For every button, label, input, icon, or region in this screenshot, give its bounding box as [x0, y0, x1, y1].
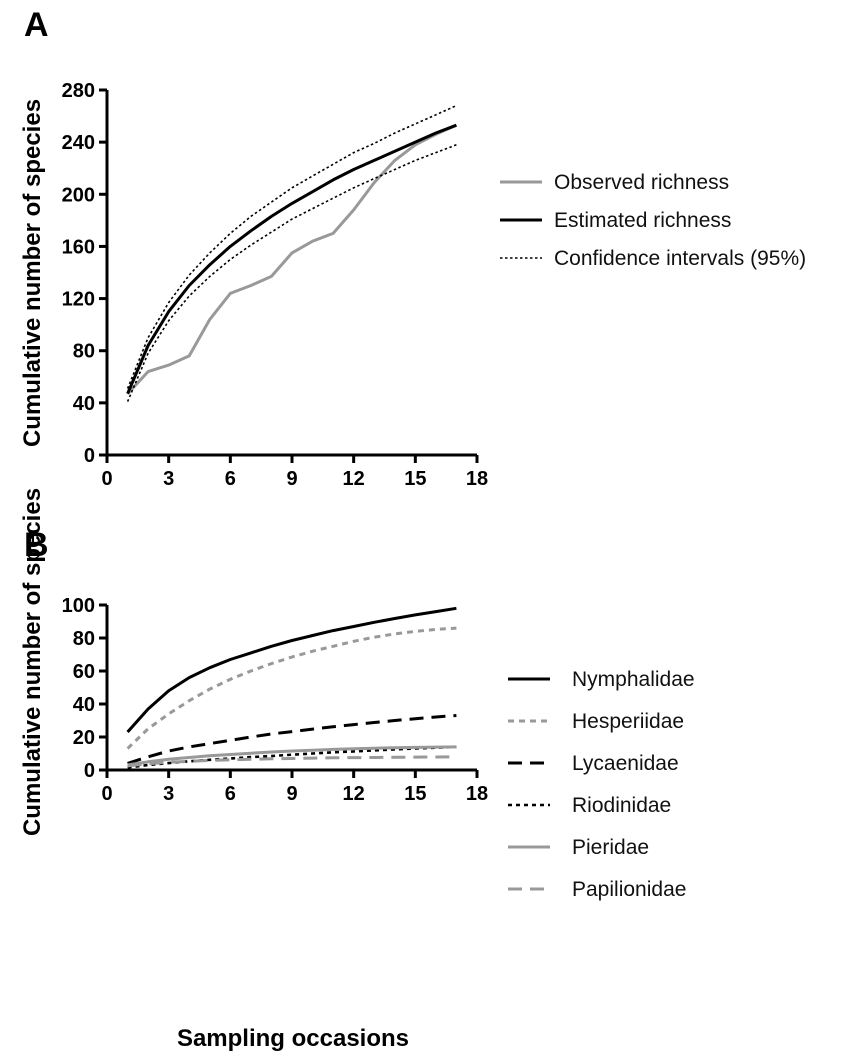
panel-b-legend: Nymphalidae Hesperiidae Lycaenidae Riodinid…	[508, 668, 695, 901]
legend-label: Lycaenidae	[572, 752, 679, 775]
series-line-confidence-intervals-95	[126, 104, 457, 389]
series-line-nymphalidae	[126, 606, 457, 733]
legend-label: Observed richness	[554, 171, 729, 194]
series-line-hesperiidae	[126, 626, 457, 750]
x-tick-label: 15	[404, 783, 426, 805]
y-tick-label: 280	[62, 80, 95, 102]
panel-a-series	[126, 104, 458, 402]
panel-b-y-axis-title: Cumulative number of species	[19, 488, 46, 836]
y-tick-label: 200	[62, 184, 95, 206]
y-tick-label: 100	[62, 595, 95, 617]
y-tick-label: 120	[62, 289, 95, 311]
legend-label: Pieridae	[572, 836, 649, 859]
x-tick-label: 12	[343, 783, 365, 805]
x-tick-label: 9	[286, 783, 297, 805]
x-tick-label: 3	[163, 468, 174, 490]
legend-label: Estimated richness	[554, 209, 731, 232]
x-tick-label: 18	[466, 468, 488, 490]
legend-label: Confidence intervals (95%)	[554, 247, 806, 270]
panel-a-legend: Observed richness Estimated richness Confi…	[500, 171, 806, 270]
series-line-estimated-richness	[126, 123, 457, 395]
y-tick-label: 80	[73, 628, 95, 650]
x-tick-label: 0	[101, 783, 112, 805]
legend-label: Hesperiidae	[572, 710, 684, 733]
panel-a-axes: 0 40 80 120 160 200 240 280 0 3 6 9 12 15 18	[62, 80, 489, 490]
x-tick-label: 3	[163, 783, 174, 805]
panel-a-letter: A	[24, 6, 49, 44]
panel-b-letter: B	[24, 526, 49, 564]
x-tick-label: 6	[225, 783, 236, 805]
y-tick-label: 40	[73, 694, 95, 716]
series-line-lower-confidence-bound	[126, 144, 457, 402]
y-tick-label: 80	[73, 341, 95, 363]
y-tick-label: 240	[62, 132, 95, 154]
series-line-observed-richness	[126, 123, 458, 395]
legend-label: Papilionidae	[572, 878, 686, 901]
series-line-pieridae	[127, 745, 457, 767]
y-tick-label: 20	[73, 727, 95, 749]
panel-a-y-axis-title: Cumulative number of species	[19, 99, 46, 447]
panel-b: B Cumulative number of species Sampling …	[19, 488, 695, 1052]
y-tick-label: 0	[84, 760, 95, 782]
x-tick-label: 9	[286, 468, 297, 490]
series-line-lycaenidae	[127, 714, 457, 765]
y-tick-label: 160	[62, 236, 95, 258]
legend-label: Riodinidae	[572, 794, 671, 817]
x-tick-label: 18	[466, 783, 488, 805]
x-tick-label: 0	[101, 468, 112, 490]
y-tick-label: 0	[84, 445, 95, 467]
panel-b-series	[126, 606, 457, 769]
y-tick-label: 60	[73, 661, 95, 683]
legend-label: Nymphalidae	[572, 668, 695, 691]
x-tick-label: 12	[343, 468, 365, 490]
x-tick-label: 15	[404, 468, 426, 490]
panel-a: A Cumulative number of species 040801201…	[19, 6, 806, 490]
panel-b-x-axis-title: Sampling occasions	[177, 1025, 409, 1052]
x-tick-label: 6	[225, 468, 236, 490]
series-line-papilionidae	[127, 755, 457, 768]
panel-b-axes: 0 20 40 60 80 100 0 3 6 9 12 15 18	[62, 595, 489, 805]
y-tick-label: 40	[73, 393, 95, 415]
